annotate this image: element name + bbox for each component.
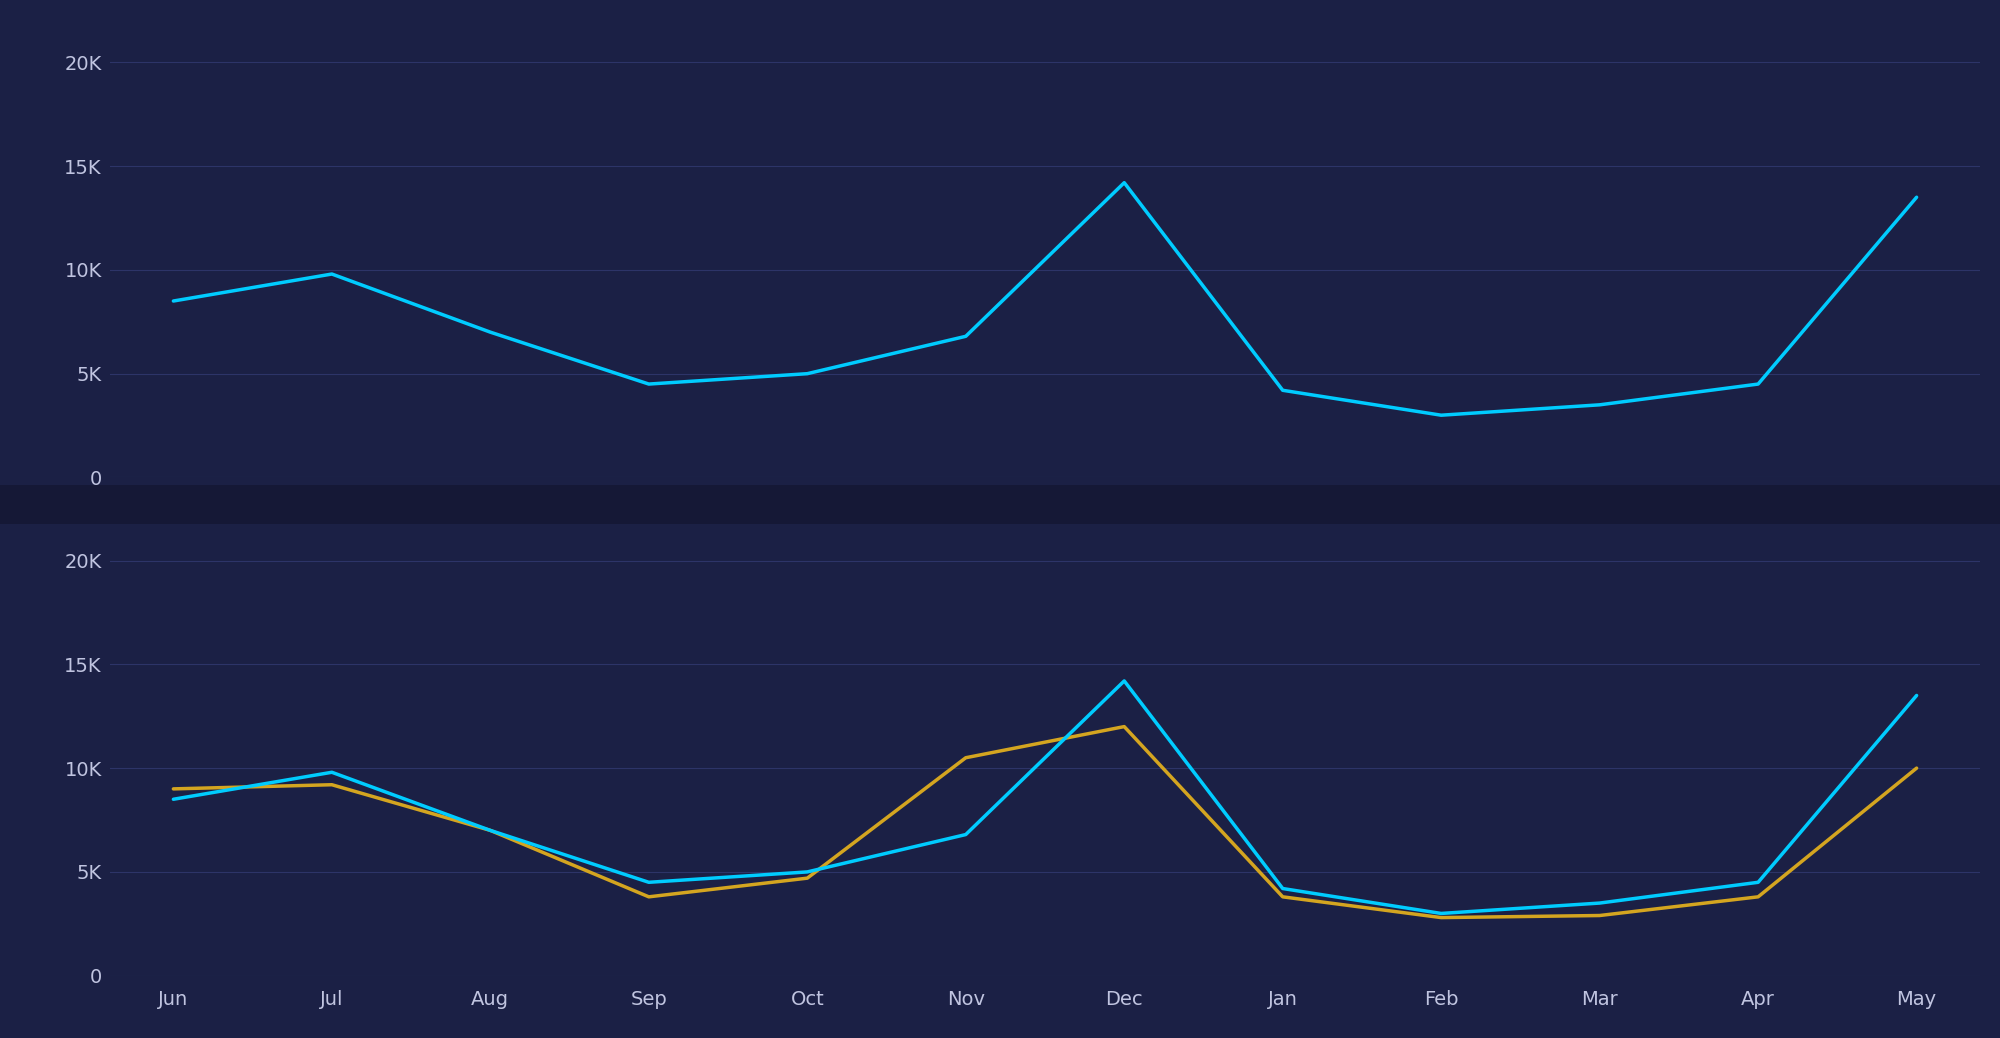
Legend: 20/21, 19/20: 20/21, 19/20 xyxy=(1796,496,1970,528)
